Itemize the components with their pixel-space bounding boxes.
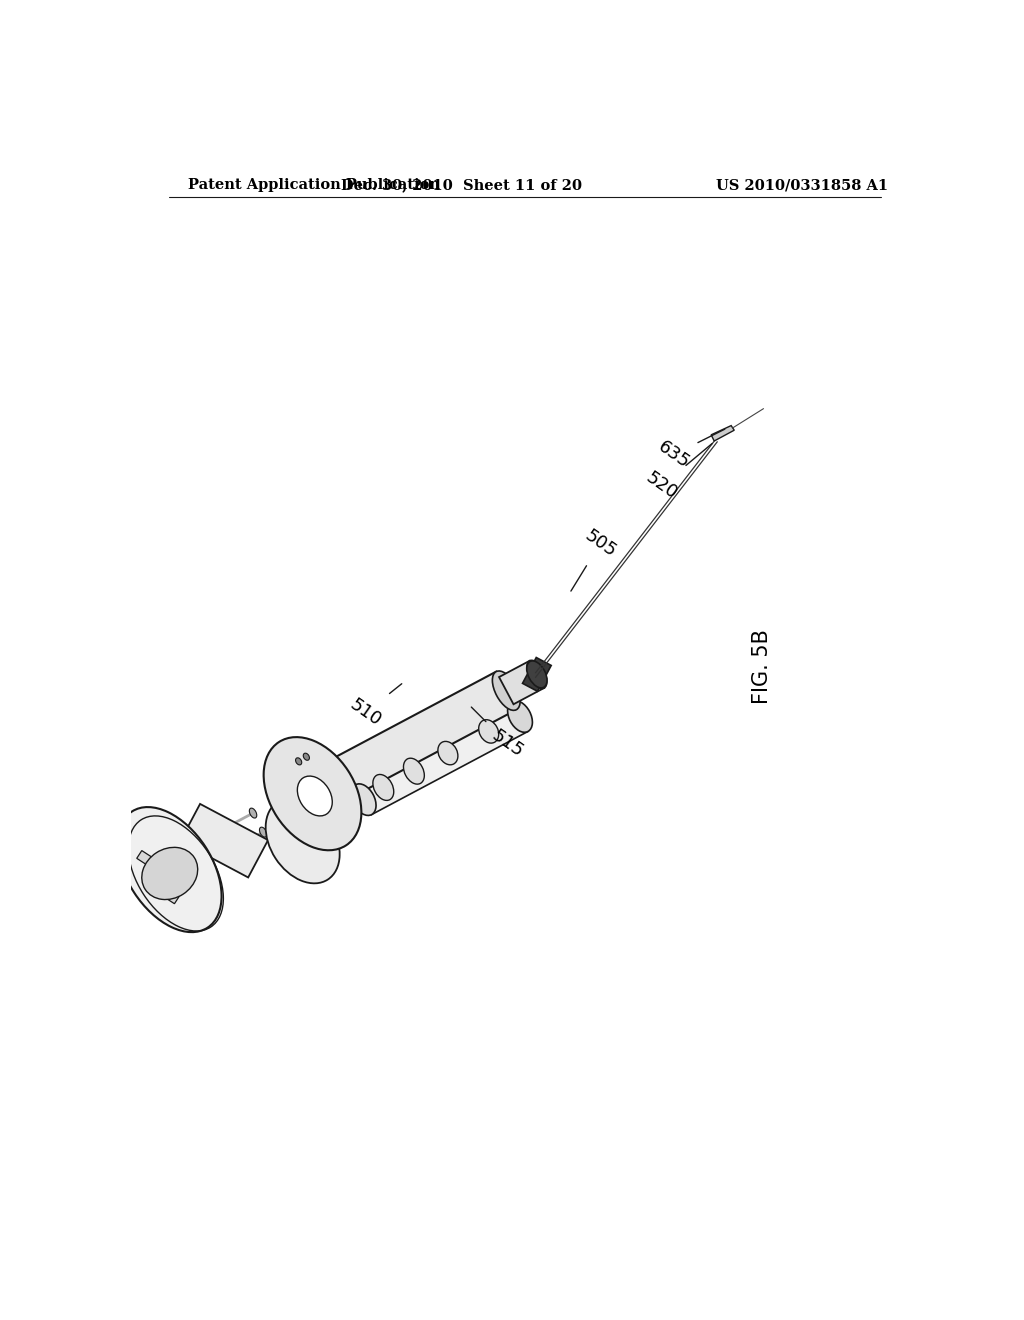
Ellipse shape <box>265 799 340 883</box>
Text: 635: 635 <box>654 429 725 473</box>
Ellipse shape <box>263 737 361 850</box>
Polygon shape <box>711 425 734 441</box>
Polygon shape <box>355 701 528 814</box>
Ellipse shape <box>118 807 221 932</box>
Text: 515: 515 <box>471 708 527 760</box>
Text: Patent Application Publication: Patent Application Publication <box>188 178 440 193</box>
Ellipse shape <box>297 776 332 816</box>
Ellipse shape <box>403 758 424 784</box>
Polygon shape <box>499 661 544 705</box>
Text: 510: 510 <box>346 684 401 730</box>
Text: FIG. 5B: FIG. 5B <box>752 630 772 704</box>
Text: Dec. 30, 2010  Sheet 11 of 20: Dec. 30, 2010 Sheet 11 of 20 <box>341 178 583 193</box>
Bar <box>160 887 179 904</box>
Ellipse shape <box>303 754 309 760</box>
Ellipse shape <box>309 768 337 808</box>
Ellipse shape <box>351 784 376 816</box>
Ellipse shape <box>527 660 547 689</box>
Ellipse shape <box>259 828 267 837</box>
Ellipse shape <box>438 742 458 764</box>
Text: 520: 520 <box>643 444 712 503</box>
Ellipse shape <box>296 758 302 764</box>
Ellipse shape <box>373 775 394 800</box>
Text: 505: 505 <box>571 527 620 591</box>
Ellipse shape <box>141 847 198 899</box>
Ellipse shape <box>493 671 520 710</box>
Ellipse shape <box>508 701 532 733</box>
Text: US 2010/0331858 A1: US 2010/0331858 A1 <box>716 178 888 193</box>
Polygon shape <box>312 672 516 808</box>
Bar <box>180 804 268 878</box>
Bar <box>137 850 156 867</box>
Ellipse shape <box>249 808 257 818</box>
Bar <box>522 657 551 692</box>
Ellipse shape <box>526 661 547 688</box>
Ellipse shape <box>478 719 499 743</box>
